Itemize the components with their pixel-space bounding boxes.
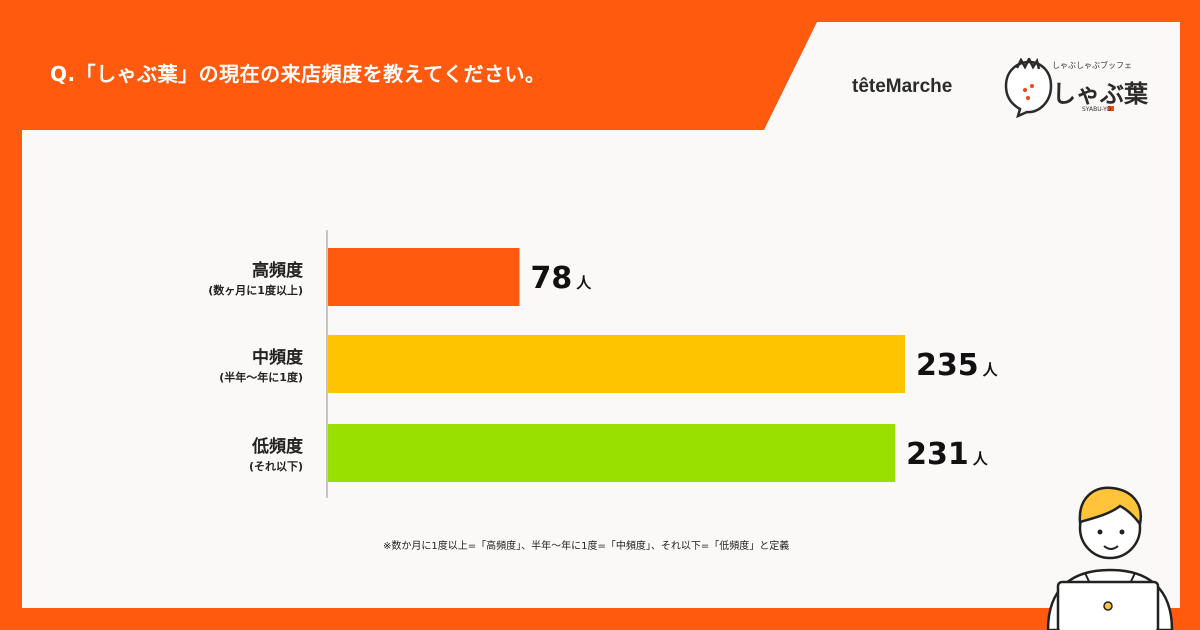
value-label: 78 人 bbox=[531, 261, 593, 296]
tete-marche-logo-text: têteMarche bbox=[852, 76, 953, 97]
category-label: 中頻度 bbox=[252, 347, 304, 368]
footnote: ※数か月に1度以上=「高頻度」、半年〜年に1度=「中頻度」、それ以下=「低頻度」… bbox=[383, 541, 790, 552]
shabu-yo-logo-emblem bbox=[1004, 58, 1114, 118]
value-unit: 人 bbox=[973, 450, 989, 468]
category-label: 低頻度 bbox=[251, 436, 304, 457]
value-number: 235 bbox=[916, 348, 979, 383]
value-number: 231 bbox=[906, 437, 969, 472]
category-sublabel: (それ以下) bbox=[249, 460, 303, 473]
bar-1 bbox=[328, 248, 520, 306]
category-label: 高頻度 bbox=[252, 260, 304, 281]
category-sublabel: (数ヶ月に1度以上) bbox=[208, 283, 303, 297]
value-label: 235 人 bbox=[916, 348, 999, 383]
value-number: 78 bbox=[531, 261, 573, 296]
shabu-name: しゃぶ葉 bbox=[1052, 79, 1148, 108]
tete-marche-logo: têteMarche bbox=[852, 76, 952, 98]
value-label: 231 人 bbox=[906, 437, 989, 472]
category-sublabel: (半年〜年に1度) bbox=[219, 370, 303, 384]
value-unit: 人 bbox=[576, 274, 592, 292]
shabu-sub: SYABU-YO bbox=[1082, 106, 1112, 113]
bar-2 bbox=[328, 335, 905, 393]
bar-3 bbox=[328, 424, 896, 482]
person-with-laptop-illustration bbox=[1046, 486, 1174, 630]
question-title: Q.「しゃぶ葉」の現在の来店頻度を教えてください。 bbox=[50, 62, 546, 86]
value-unit: 人 bbox=[983, 361, 999, 379]
shabu-tagline: しゃぶしゃぶブッフェ bbox=[1052, 61, 1132, 70]
